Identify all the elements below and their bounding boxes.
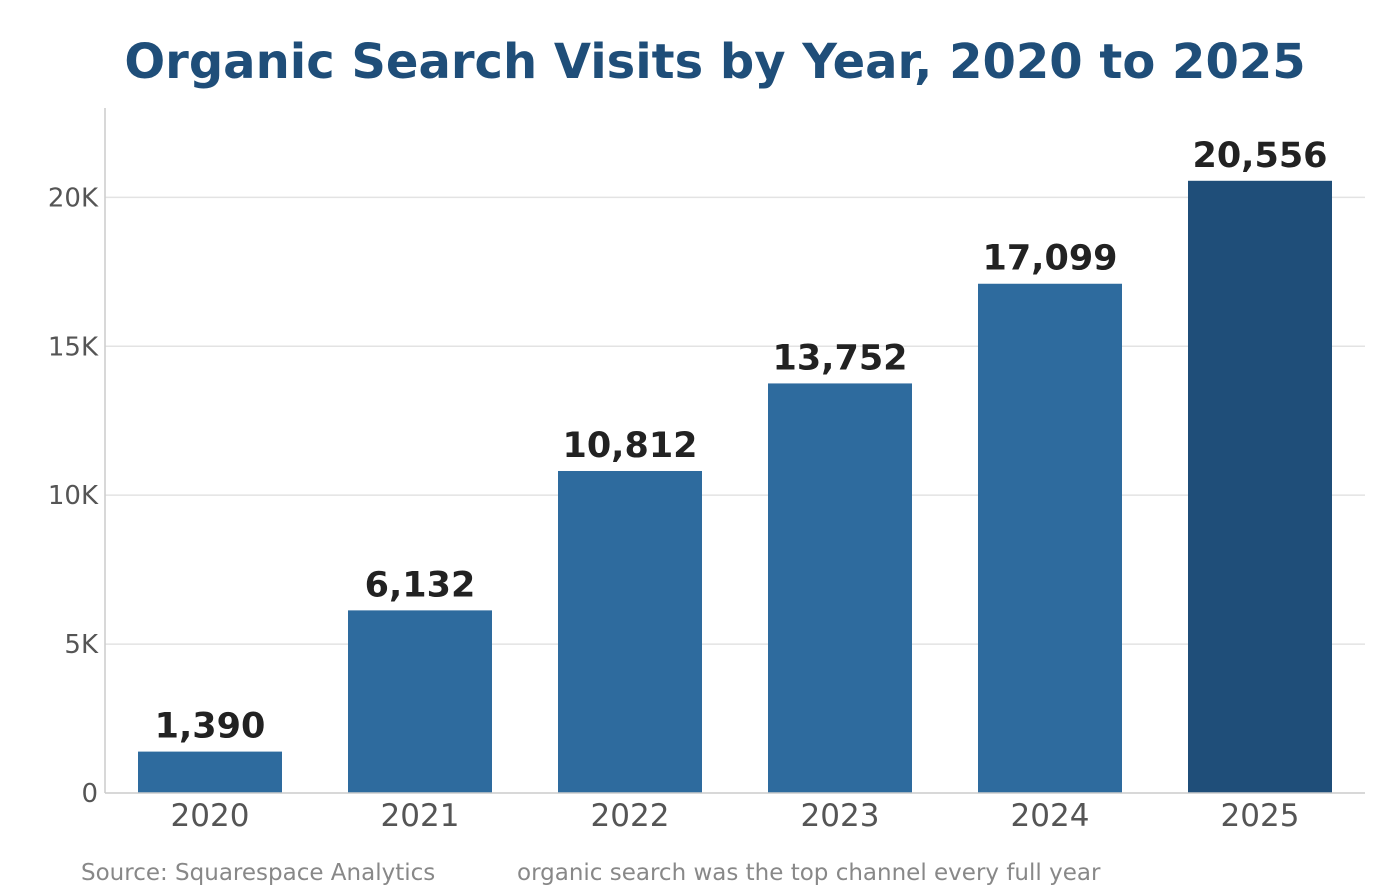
y-tick-label: 20K bbox=[48, 183, 99, 213]
footer-source: Source: Squarespace Analytics bbox=[81, 860, 435, 886]
data-labels: 1,390 6,132 10,812 13,752 17,099 20,556 bbox=[155, 136, 1328, 747]
bars bbox=[138, 180, 1332, 793]
x-tick-label: 2024 bbox=[1011, 798, 1090, 834]
x-axis-ticks: 2020 2021 2022 2023 2024 2025 bbox=[171, 798, 1300, 834]
data-label-2023: 13,752 bbox=[772, 338, 907, 378]
x-tick-label: 2020 bbox=[171, 798, 250, 834]
bar-2024 bbox=[978, 283, 1122, 793]
bar-2022 bbox=[558, 470, 702, 793]
y-axis-ticks: 0 5K 10K 15K 20K bbox=[48, 183, 99, 809]
data-label-2025: 20,556 bbox=[1192, 136, 1327, 176]
x-tick-label: 2025 bbox=[1221, 798, 1300, 834]
bar-2020 bbox=[138, 751, 282, 793]
footer-note: organic search was the top channel every… bbox=[517, 860, 1101, 886]
data-label-2021: 6,132 bbox=[365, 565, 476, 605]
data-label-2022: 10,812 bbox=[562, 426, 697, 466]
y-tick-label: 0 bbox=[81, 779, 98, 809]
x-tick-label: 2022 bbox=[591, 798, 670, 834]
y-tick-label: 5K bbox=[64, 630, 99, 660]
bar-2023 bbox=[768, 383, 912, 793]
data-label-2020: 1,390 bbox=[155, 707, 266, 747]
y-tick-label: 10K bbox=[48, 481, 99, 511]
bar-2021 bbox=[348, 610, 492, 793]
x-tick-label: 2021 bbox=[381, 798, 460, 834]
gridlines bbox=[105, 196, 1365, 645]
data-label-2024: 17,099 bbox=[982, 239, 1117, 279]
bar-2025 bbox=[1188, 180, 1332, 793]
x-tick-label: 2023 bbox=[801, 798, 880, 834]
y-tick-label: 15K bbox=[48, 332, 99, 362]
chart-title: Organic Search Visits by Year, 2020 to 2… bbox=[124, 34, 1305, 90]
